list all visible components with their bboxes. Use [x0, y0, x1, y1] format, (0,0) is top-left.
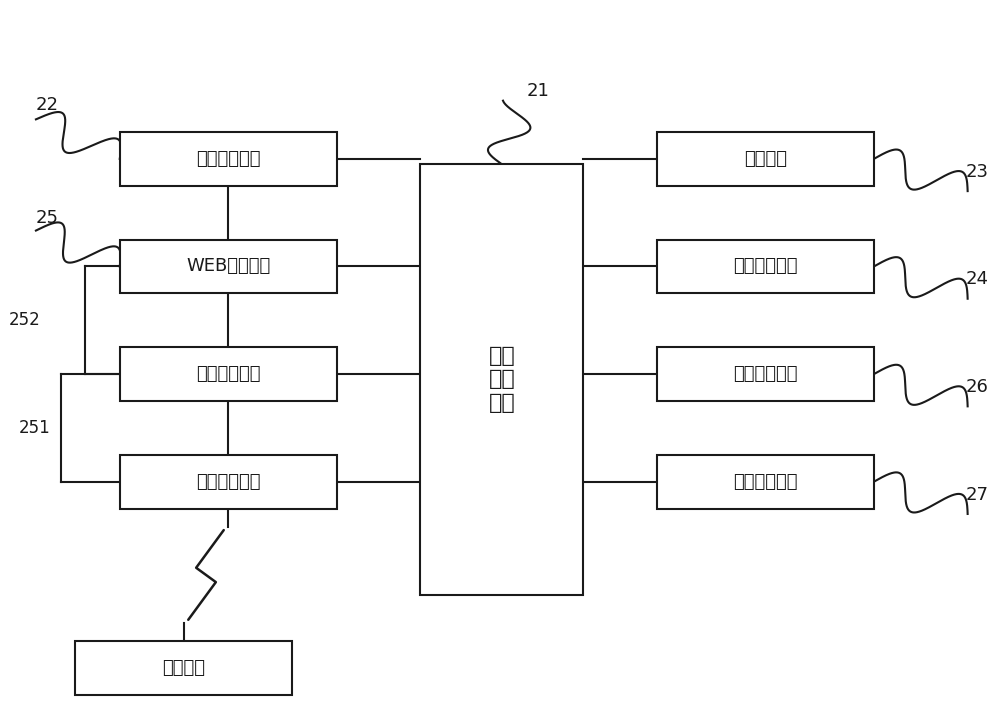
- Text: 信息发送模块: 信息发送模块: [196, 473, 260, 491]
- FancyBboxPatch shape: [657, 132, 874, 186]
- FancyBboxPatch shape: [657, 347, 874, 401]
- Text: 信息整合模块: 信息整合模块: [196, 365, 260, 383]
- Text: 22: 22: [36, 96, 59, 114]
- Text: 移动设备: 移动设备: [162, 659, 205, 677]
- FancyBboxPatch shape: [657, 239, 874, 294]
- FancyBboxPatch shape: [120, 239, 337, 294]
- Text: 23: 23: [966, 163, 989, 181]
- Text: 251: 251: [19, 419, 51, 437]
- Text: 25: 25: [36, 209, 59, 226]
- Text: 27: 27: [966, 486, 989, 504]
- FancyBboxPatch shape: [420, 164, 583, 595]
- Text: 24: 24: [966, 270, 989, 288]
- Text: 打印输出模块: 打印输出模块: [733, 365, 798, 383]
- Text: 21: 21: [526, 82, 549, 100]
- Text: 主控
处理
模块: 主控 处理 模块: [488, 346, 515, 413]
- FancyBboxPatch shape: [120, 347, 337, 401]
- Text: 人机交互模块: 人机交互模块: [733, 473, 798, 491]
- Text: 通讯接口模块: 通讯接口模块: [196, 150, 260, 168]
- Text: 252: 252: [9, 311, 41, 329]
- FancyBboxPatch shape: [657, 455, 874, 508]
- FancyBboxPatch shape: [75, 641, 292, 695]
- FancyBboxPatch shape: [120, 455, 337, 508]
- Text: 26: 26: [966, 378, 989, 396]
- Text: 信号处理模块: 信号处理模块: [733, 257, 798, 275]
- Text: 存储模块: 存储模块: [744, 150, 787, 168]
- Text: WEB交互模块: WEB交互模块: [186, 257, 270, 275]
- FancyBboxPatch shape: [120, 132, 337, 186]
